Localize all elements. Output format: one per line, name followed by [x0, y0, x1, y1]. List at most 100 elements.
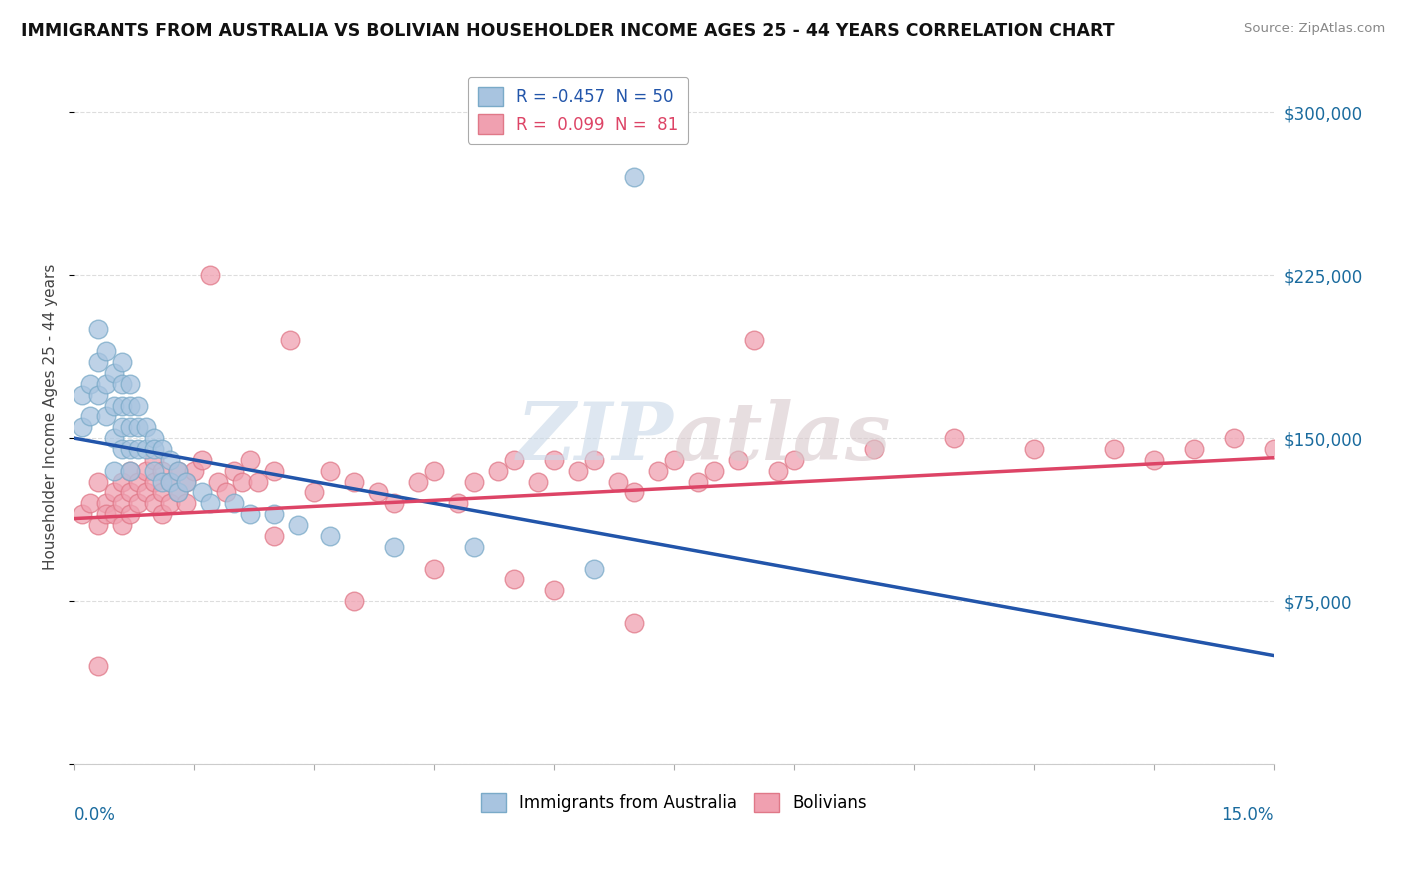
Point — [143, 464, 166, 478]
Point — [1143, 453, 1166, 467]
Point — [111, 376, 134, 391]
Point — [70, 507, 93, 521]
Point — [239, 507, 262, 521]
Point — [120, 507, 142, 521]
Point — [70, 420, 93, 434]
Point — [111, 420, 134, 434]
Point — [135, 485, 157, 500]
Point — [463, 540, 485, 554]
Point — [207, 475, 229, 489]
Text: atlas: atlas — [673, 399, 891, 476]
Point — [231, 475, 253, 489]
Point — [135, 442, 157, 456]
Point — [143, 431, 166, 445]
Point — [159, 453, 181, 467]
Point — [543, 453, 565, 467]
Point — [150, 442, 173, 456]
Point — [111, 518, 134, 533]
Point — [150, 507, 173, 521]
Point — [503, 453, 526, 467]
Point — [135, 464, 157, 478]
Point — [382, 540, 405, 554]
Point — [1263, 442, 1285, 456]
Point — [527, 475, 550, 489]
Point — [159, 496, 181, 510]
Point — [120, 376, 142, 391]
Point — [447, 496, 470, 510]
Point — [607, 475, 630, 489]
Point — [143, 453, 166, 467]
Point — [222, 496, 245, 510]
Point — [198, 268, 221, 282]
Point — [120, 485, 142, 500]
Point — [287, 518, 309, 533]
Text: ZIP: ZIP — [517, 399, 673, 476]
Point — [319, 529, 342, 543]
Point — [87, 387, 110, 401]
Point — [79, 496, 101, 510]
Point — [263, 529, 285, 543]
Point — [103, 464, 125, 478]
Point — [215, 485, 238, 500]
Y-axis label: Householder Income Ages 25 - 44 years: Householder Income Ages 25 - 44 years — [44, 263, 58, 570]
Point — [103, 507, 125, 521]
Point — [239, 453, 262, 467]
Point — [143, 496, 166, 510]
Point — [79, 376, 101, 391]
Point — [727, 453, 749, 467]
Point — [703, 464, 725, 478]
Point — [159, 475, 181, 489]
Point — [103, 366, 125, 380]
Point — [135, 420, 157, 434]
Point — [183, 464, 205, 478]
Point — [111, 355, 134, 369]
Point — [127, 442, 149, 456]
Point — [302, 485, 325, 500]
Point — [94, 376, 117, 391]
Point — [198, 496, 221, 510]
Point — [783, 453, 806, 467]
Point — [623, 615, 645, 630]
Point — [94, 409, 117, 424]
Point — [143, 442, 166, 456]
Point — [127, 496, 149, 510]
Point — [120, 464, 142, 478]
Point — [647, 464, 669, 478]
Point — [863, 442, 886, 456]
Legend: Immigrants from Australia, Bolivians: Immigrants from Australia, Bolivians — [474, 786, 873, 819]
Point — [167, 485, 190, 500]
Point — [150, 464, 173, 478]
Point — [1223, 431, 1246, 445]
Point — [766, 464, 789, 478]
Point — [247, 475, 270, 489]
Point — [174, 475, 197, 489]
Point — [742, 333, 765, 347]
Point — [120, 442, 142, 456]
Point — [942, 431, 965, 445]
Point — [127, 399, 149, 413]
Point — [423, 464, 446, 478]
Point — [623, 485, 645, 500]
Point — [127, 420, 149, 434]
Point — [191, 485, 214, 500]
Point — [87, 355, 110, 369]
Point — [191, 453, 214, 467]
Point — [111, 442, 134, 456]
Point — [87, 659, 110, 673]
Point — [111, 399, 134, 413]
Point — [319, 464, 342, 478]
Point — [343, 594, 366, 608]
Point — [150, 475, 173, 489]
Point — [1182, 442, 1205, 456]
Point — [103, 399, 125, 413]
Point — [278, 333, 301, 347]
Point — [87, 518, 110, 533]
Point — [263, 507, 285, 521]
Point — [463, 475, 485, 489]
Point — [567, 464, 589, 478]
Point — [120, 464, 142, 478]
Text: 0.0%: 0.0% — [75, 806, 115, 824]
Point — [120, 420, 142, 434]
Point — [343, 475, 366, 489]
Point — [582, 561, 605, 575]
